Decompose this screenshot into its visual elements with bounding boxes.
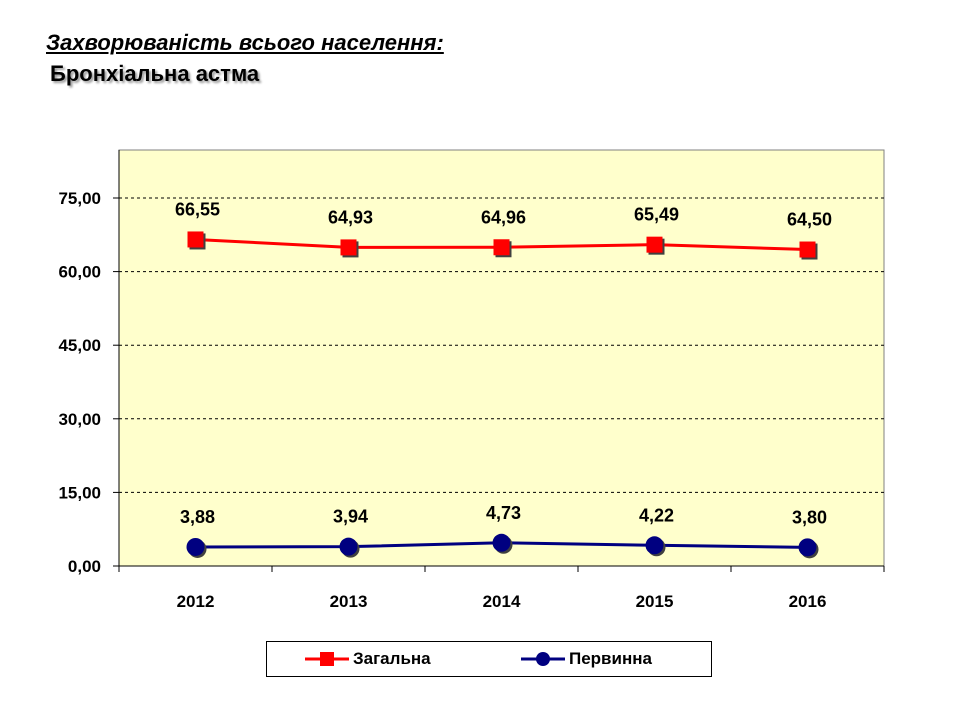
legend-marker-circle-icon [521,652,565,666]
data-point [798,538,817,557]
data-point [340,239,357,256]
data-label: 4,22 [639,505,674,525]
data-label: 3,88 [180,507,215,527]
data-point [186,537,205,556]
x-tick-label: 2012 [177,592,215,611]
data-label: 64,96 [481,207,526,227]
y-tick-label: 0,00 [68,557,101,576]
y-tick-label: 15,00 [58,483,101,502]
legend-label-pervynna: Первинна [569,649,652,668]
x-tick-label: 2013 [330,592,368,611]
data-label: 65,49 [634,205,679,225]
data-point [187,231,204,248]
legend-label-zahalna: Загальна [353,649,431,668]
data-label: 64,93 [328,207,373,227]
data-point [646,236,663,253]
data-label: 3,94 [333,507,368,527]
data-point [645,536,664,555]
data-label: 3,80 [792,507,827,527]
x-tick-label: 2014 [483,592,521,611]
chart-subtitle: Бронхіальна астма [50,61,260,86]
legend-item-pervynna: Первинна [521,642,652,676]
chart-legend: Загальна Первинна [266,641,712,677]
y-tick-label: 75,00 [58,189,101,208]
y-tick-label: 30,00 [58,410,101,429]
x-tick-label: 2016 [789,592,827,611]
legend-marker-square-icon [305,652,349,666]
x-tick-label: 2015 [636,592,674,611]
data-point [339,537,358,556]
plot-area [118,149,885,567]
data-point [799,241,816,258]
legend-item-zahalna: Загальна [305,642,431,676]
data-point [493,239,510,256]
chart-title: Захворюваність всього населення: [46,30,444,55]
y-tick-label: 45,00 [58,336,101,355]
data-label: 64,50 [787,210,832,230]
data-label: 66,55 [175,199,220,219]
data-point [492,533,511,552]
data-label: 4,73 [486,503,521,523]
y-tick-label: 60,00 [58,263,101,282]
line-chart: 0,00 15,00 30,00 45,00 60,00 75,00 2012 2013 201… [58,149,885,611]
